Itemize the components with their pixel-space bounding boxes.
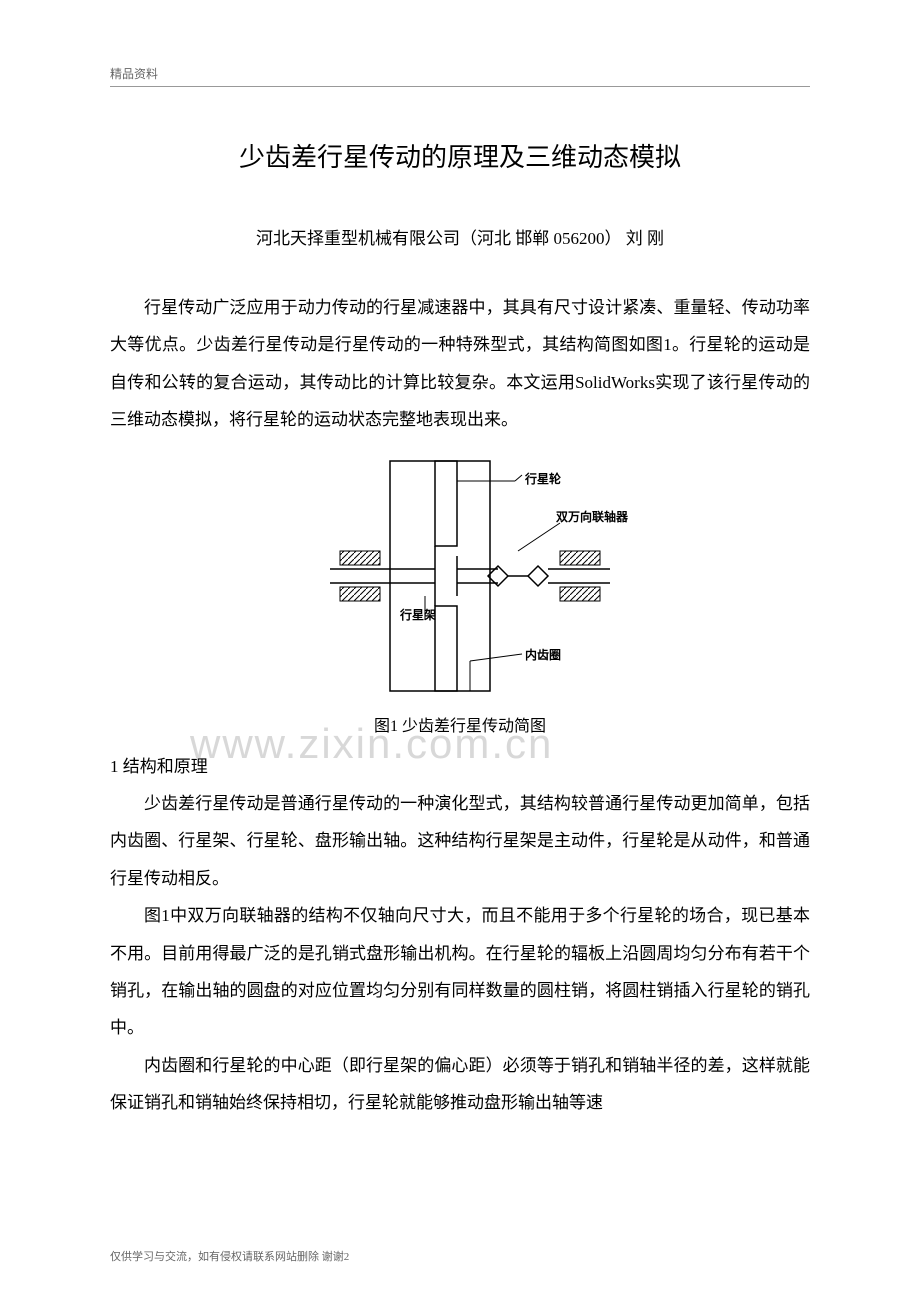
header-margin-text: 精品资料 [110,65,810,87]
label-ring-gear: 内齿圈 [525,647,561,662]
label-coupling: 双万向联轴器 [556,509,629,524]
section-1-heading: 1 结构和原理 [110,748,810,785]
author-line: 河北天择重型机械有限公司（河北 邯郸 056200） 刘 刚 [110,224,810,249]
planetary-diagram-svg: 行星轮 双万向联轴器 行星架 内齿圈 [270,451,650,701]
section-1-para-3: 内齿圈和行星轮的中心距（即行星架的偏心距）必须等于销孔和销轴半径的差，这样就能保… [110,1047,810,1122]
figure-1-caption: 图1 少齿差行星传动简图 [110,712,810,736]
intro-paragraph: 行星传动广泛应用于动力传动的行星减速器中，其具有尺寸设计紧凑、重量轻、传动功率大… [110,289,810,439]
label-planet-wheel: 行星轮 [524,471,562,486]
section-1-para-2: 图1中双万向联轴器的结构不仅轴向尺寸大，而且不能用于多个行星轮的场合，现已基本不… [110,897,810,1047]
section-1-para-1: 少齿差行星传动是普通行星传动的一种演化型式，其结构较普通行星传动更加简单，包括内… [110,785,810,897]
label-carrier: 行星架 [399,607,436,622]
document-title: 少齿差行星传动的原理及三维动态模拟 [110,137,810,174]
footer-text: 仅供学习与交流，如有侵权请联系网站删除 谢谢2 [110,1248,349,1264]
figure-1: 行星轮 双万向联轴器 行星架 内齿圈 图1 少齿差行星传动简图 [110,451,810,736]
